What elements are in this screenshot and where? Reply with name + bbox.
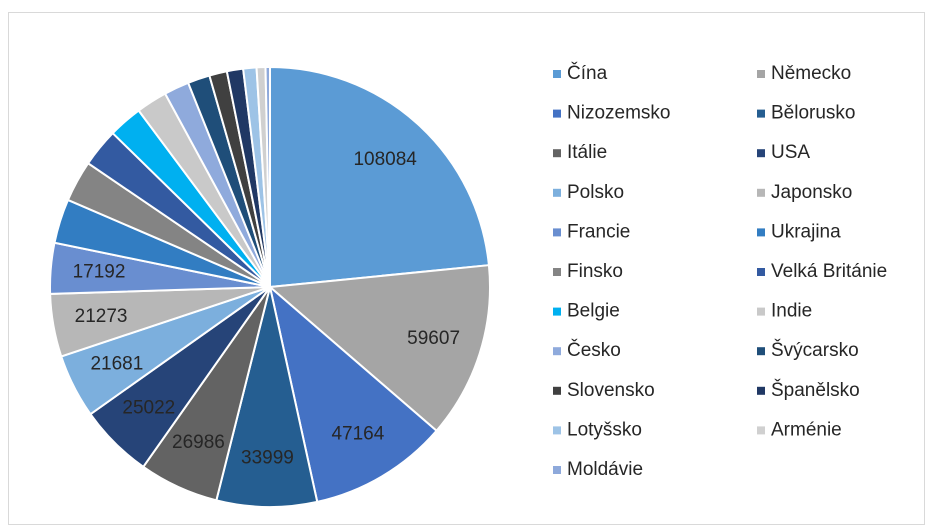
data-label: 108084 <box>353 149 417 170</box>
pie-slice <box>264 65 271 288</box>
legend-label: Nizozemsko <box>567 103 670 124</box>
legend-label: Moldávie <box>567 459 643 480</box>
legend-marker <box>553 386 561 395</box>
legend-label: Slovensko <box>567 380 655 401</box>
legend-label: Itálie <box>567 142 607 163</box>
legend-marker <box>553 347 561 356</box>
data-label: 33999 <box>241 448 294 469</box>
pie-slice <box>268 284 438 504</box>
legend-marker <box>757 426 765 435</box>
legend-marker <box>553 307 561 316</box>
legend-marker <box>553 228 561 237</box>
legend-marker <box>757 268 765 276</box>
data-label: 26986 <box>172 432 225 453</box>
legend-marker <box>553 70 561 78</box>
legend-label: USA <box>771 142 810 163</box>
legend-label: Velká Británie <box>771 261 887 282</box>
legend-label: Arménie <box>771 419 842 440</box>
legend-label: Česko <box>567 339 621 361</box>
legend-marker <box>757 386 765 395</box>
legend-label: Finsko <box>567 261 623 282</box>
pie-slice <box>267 264 491 433</box>
legend-label: Indie <box>771 301 812 322</box>
legend-label: Čína <box>567 62 608 84</box>
legend-marker <box>553 149 561 158</box>
data-label: 25022 <box>122 398 175 419</box>
legend-label: Japonsko <box>771 182 852 203</box>
legend-label: Polsko <box>567 182 624 203</box>
legend-marker <box>757 307 765 316</box>
legend-marker <box>553 188 561 197</box>
data-label: 21681 <box>90 354 143 375</box>
pie-slice <box>269 65 491 289</box>
legend-label: Švýcarsko <box>771 339 859 361</box>
data-label: 47164 <box>331 423 384 444</box>
legend-marker <box>757 109 765 118</box>
legend-marker <box>553 466 561 474</box>
legend-label: Ukrajina <box>771 221 841 242</box>
legend-marker <box>757 228 765 237</box>
legend-label: Francie <box>567 221 630 242</box>
data-label: 59607 <box>407 328 460 349</box>
legend-marker <box>553 109 561 118</box>
data-label: 17192 <box>73 261 126 282</box>
legend-marker <box>553 268 561 276</box>
legend-marker <box>553 426 561 435</box>
legend-label: Belgie <box>567 301 620 322</box>
legend-label: Lotyšsko <box>567 419 642 440</box>
legend-label: Německo <box>771 63 851 84</box>
legend-label: Španělsko <box>771 379 860 401</box>
legend-marker <box>757 149 765 158</box>
pie-slice <box>215 286 319 508</box>
legend-marker <box>757 70 765 78</box>
data-label: 21273 <box>75 306 128 327</box>
legend-marker <box>757 347 765 356</box>
legend-marker <box>757 188 765 197</box>
legend-label: Bělorusko <box>771 103 856 124</box>
